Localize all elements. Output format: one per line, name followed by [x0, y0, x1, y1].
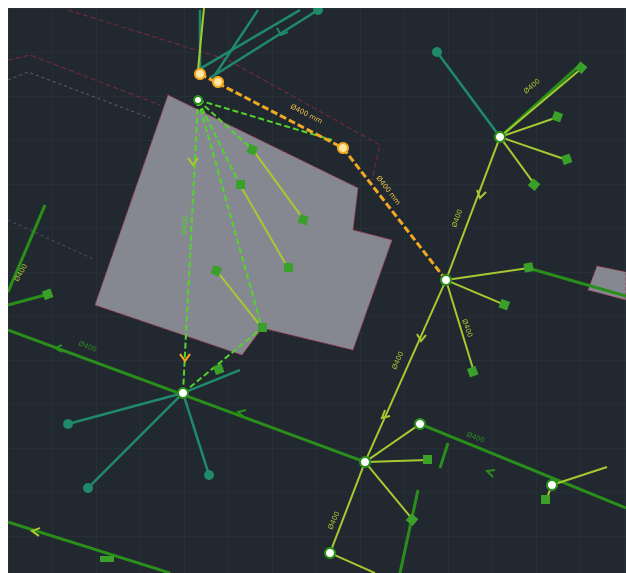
junction-node [494, 131, 506, 143]
drawing-canvas[interactable]: Ø400 mm Ø400 mm Ø400 Ø400 Ø400 Ø400 Ø400… [6, 5, 626, 573]
pipe-network-selected-green[interactable] [182, 99, 333, 394]
building-right-edge[interactable] [587, 265, 626, 301]
label-pipe-vertical-house: Ø400 [180, 216, 190, 236]
junction-node [324, 547, 336, 559]
junction-node [546, 479, 558, 491]
selection-grip [194, 68, 206, 80]
teal-end-points [63, 5, 442, 493]
building-main[interactable] [94, 94, 393, 356]
flow-arrow-icons [29, 27, 496, 537]
fitting-end-icons [41, 61, 588, 562]
junction-node [177, 387, 189, 399]
junction-node [440, 274, 452, 286]
drawing-svg[interactable]: Ø400 mm Ø400 mm Ø400 Ø400 Ø400 Ø400 Ø400… [6, 5, 626, 573]
pipe-selected-orange[interactable] [199, 72, 448, 281]
selection-grip [212, 76, 224, 88]
pipe-network-lime[interactable] [197, 7, 608, 573]
property-boundary [7, 9, 381, 261]
selection-grip-icons[interactable] [194, 68, 349, 154]
pipe-network-teal[interactable] [67, 8, 502, 489]
junction-node-icons[interactable] [177, 95, 558, 559]
junction-node [193, 95, 203, 105]
junction-node [359, 456, 371, 468]
junction-node [414, 418, 426, 430]
selection-grip [337, 142, 349, 154]
